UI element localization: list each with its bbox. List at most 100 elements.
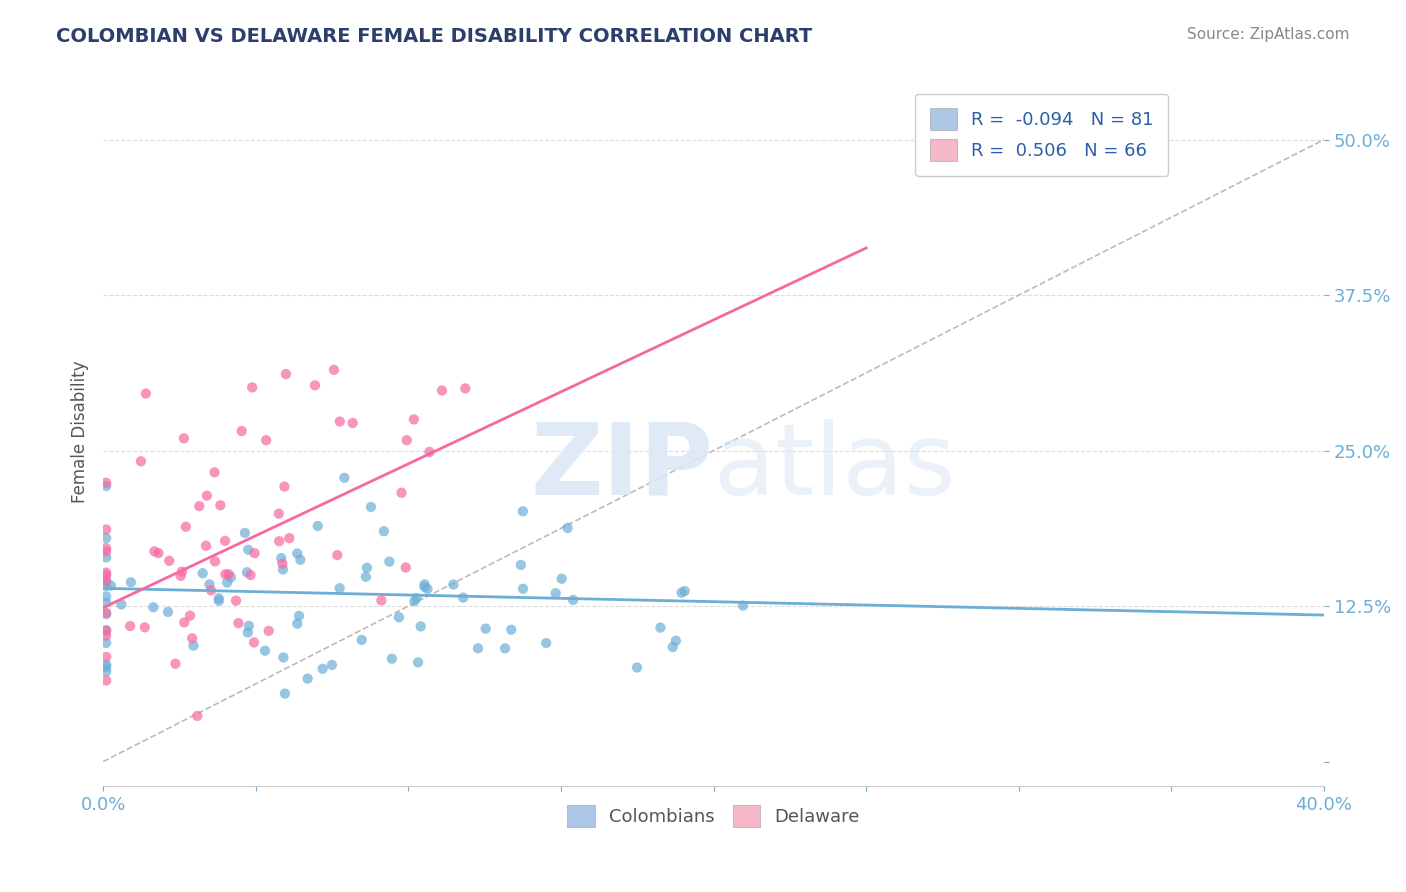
Point [474, 622, 496, 636]
Point [238, 542, 260, 557]
Point [274, 367, 297, 381]
Point [418, 445, 440, 459]
Text: Source: ZipAtlas.com: Source: ZipAtlas.com [1187, 27, 1350, 42]
Point [509, 558, 531, 572]
Point [333, 471, 356, 485]
Point [129, 454, 152, 468]
Point [388, 610, 411, 624]
Point [217, 575, 239, 590]
Point [198, 577, 221, 591]
Point [512, 504, 534, 518]
Point [96, 596, 118, 610]
Point [290, 553, 312, 567]
Point [378, 555, 401, 569]
Point [239, 568, 262, 582]
Text: atlas: atlas [713, 419, 955, 516]
Point [326, 548, 349, 562]
Point [409, 619, 432, 633]
Point [195, 539, 218, 553]
Point [233, 525, 256, 540]
Point [170, 565, 193, 579]
Point [671, 585, 693, 599]
Point [311, 662, 333, 676]
Point [236, 625, 259, 640]
Point [173, 431, 195, 445]
Point [96, 606, 118, 620]
Point [370, 593, 392, 607]
Point [536, 636, 558, 650]
Point [183, 639, 205, 653]
Point [257, 624, 280, 638]
Point [416, 582, 439, 596]
Point [650, 621, 672, 635]
Point [273, 650, 295, 665]
Point [267, 507, 290, 521]
Point [304, 378, 326, 392]
Point [253, 643, 276, 657]
Point [274, 687, 297, 701]
Point [402, 412, 425, 426]
Point [174, 520, 197, 534]
Legend: Colombians, Delaware: Colombians, Delaware [560, 797, 866, 834]
Point [273, 479, 295, 493]
Point [96, 523, 118, 537]
Point [544, 586, 567, 600]
Point [269, 534, 291, 549]
Point [228, 616, 250, 631]
Point [550, 572, 572, 586]
Point [204, 466, 226, 480]
Point [156, 605, 179, 619]
Point [557, 521, 579, 535]
Point [329, 415, 352, 429]
Point [404, 594, 426, 608]
Point [188, 499, 211, 513]
Point [271, 557, 294, 571]
Point [236, 566, 259, 580]
Point [209, 498, 232, 512]
Point [110, 598, 132, 612]
Point [451, 591, 474, 605]
Point [307, 519, 329, 533]
Point [243, 635, 266, 649]
Point [120, 575, 142, 590]
Point [405, 591, 427, 605]
Point [494, 641, 516, 656]
Point [96, 624, 118, 638]
Point [501, 623, 523, 637]
Point [673, 584, 696, 599]
Point [297, 672, 319, 686]
Point [100, 578, 122, 592]
Point [96, 550, 118, 565]
Point [96, 568, 118, 582]
Point [96, 475, 118, 490]
Point [96, 649, 118, 664]
Point [391, 485, 413, 500]
Point [661, 640, 683, 654]
Point [231, 424, 253, 438]
Point [218, 567, 240, 582]
Point [96, 665, 118, 679]
Point [512, 582, 534, 596]
Point [731, 599, 754, 613]
Point [381, 652, 404, 666]
Point [195, 489, 218, 503]
Text: ZIP: ZIP [530, 419, 713, 516]
Point [329, 581, 352, 595]
Point [120, 619, 142, 633]
Point [454, 381, 477, 395]
Point [173, 615, 195, 630]
Point [96, 579, 118, 593]
Point [430, 384, 453, 398]
Point [238, 619, 260, 633]
Point [467, 641, 489, 656]
Point [413, 577, 436, 591]
Point [225, 593, 247, 607]
Point [214, 533, 236, 548]
Point [360, 500, 382, 514]
Point [96, 574, 118, 589]
Point [354, 570, 377, 584]
Point [254, 434, 277, 448]
Point [342, 416, 364, 430]
Point [271, 562, 294, 576]
Y-axis label: Female Disability: Female Disability [72, 360, 89, 503]
